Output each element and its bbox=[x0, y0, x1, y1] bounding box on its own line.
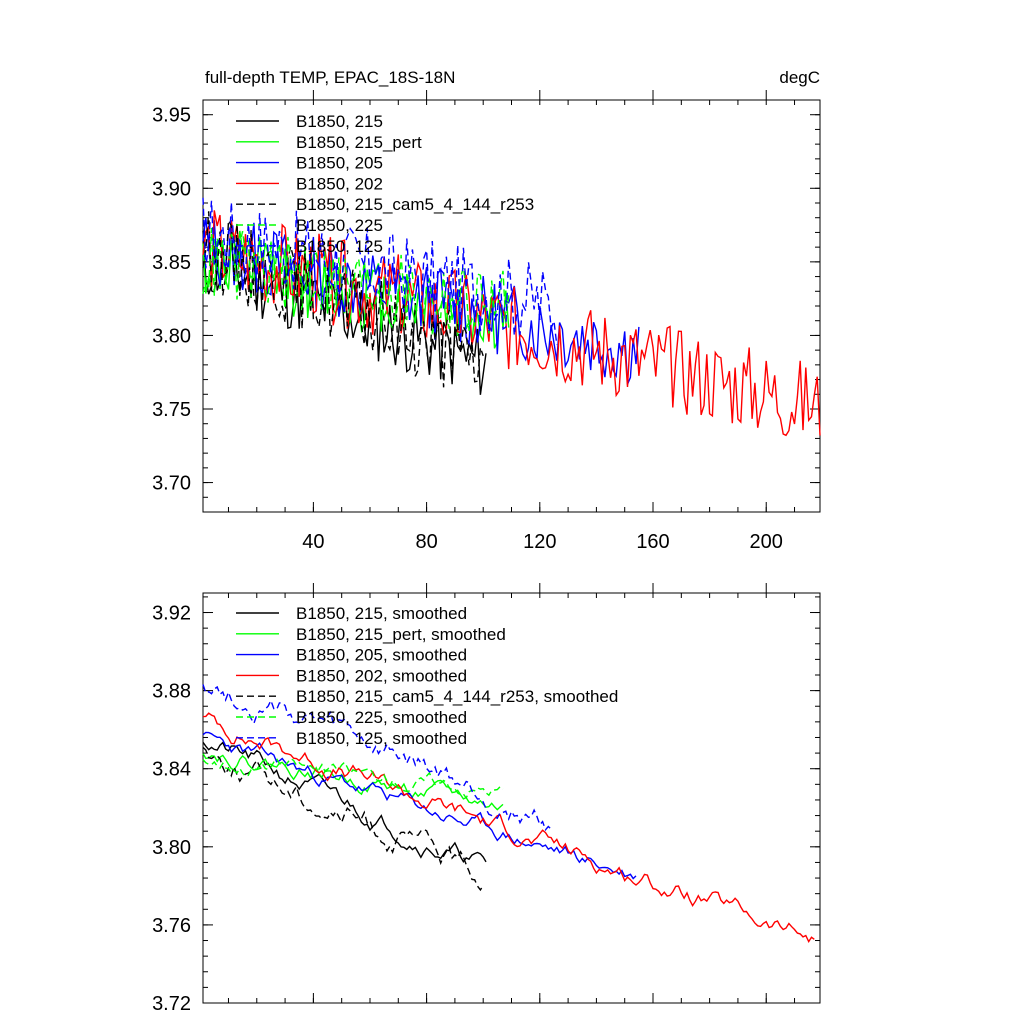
bottom-series-line-2 bbox=[202, 731, 637, 880]
bottom-series-line-4 bbox=[202, 746, 484, 892]
top-panel: full-depth TEMP, EPAC_18S-18N degC 3.703… bbox=[152, 68, 821, 553]
top-series-line-2 bbox=[202, 218, 640, 385]
bottom-panel: 3.72 3.76 3.80 3.84 3.88 3.92 B1850, 215, smo… bbox=[152, 583, 821, 1015]
bottom-legend-label: B1850, 125, smoothed bbox=[296, 729, 467, 748]
bottom-legend-label: B1850, 225, smoothed bbox=[296, 708, 467, 727]
top-legend-label: B1850, 215 bbox=[296, 112, 383, 131]
top-ytick-label: 3.90 bbox=[152, 178, 191, 200]
bottom-series-line-5 bbox=[202, 757, 504, 800]
top-series-line-5 bbox=[202, 227, 510, 334]
bottom-legend-label: B1850, 205, smoothed bbox=[296, 646, 467, 665]
top-chart-title: full-depth TEMP, EPAC_18S-18N bbox=[205, 68, 455, 87]
top-ytick-label: 3.75 bbox=[152, 399, 191, 421]
top-xtick-label: 200 bbox=[750, 531, 783, 553]
bottom-ytick-label: 3.92 bbox=[152, 603, 191, 625]
bottom-legend-label: B1850, 215, smoothed bbox=[296, 604, 467, 623]
top-series-line-4 bbox=[202, 211, 484, 388]
top-ytick-label: 3.85 bbox=[152, 252, 191, 274]
bottom-series-line-0 bbox=[202, 741, 487, 863]
top-legend-label: B1850, 125 bbox=[296, 237, 383, 256]
bottom-series-line-1 bbox=[202, 753, 504, 811]
top-xtick-label: 80 bbox=[415, 531, 437, 553]
top-chart-units: degC bbox=[779, 68, 820, 87]
bottom-legend-label: B1850, 215_cam5_4_144_r253, smoothed bbox=[296, 687, 618, 706]
bottom-legend-label: B1850, 215_pert, smoothed bbox=[296, 625, 506, 644]
top-xtick-label: 40 bbox=[302, 531, 324, 553]
bottom-ytick-label: 3.72 bbox=[152, 993, 191, 1015]
bottom-series-line-6 bbox=[202, 684, 552, 832]
bottom-legend: B1850, 215, smoothed B1850, 215_pert, smo… bbox=[236, 604, 618, 748]
top-xtick-label: 160 bbox=[636, 531, 669, 553]
bottom-legend-label: B1850, 202, smoothed bbox=[296, 666, 467, 685]
top-legend-label: B1850, 202 bbox=[296, 174, 383, 193]
top-ytick-label: 3.95 bbox=[152, 105, 191, 127]
bottom-series-line-3 bbox=[202, 712, 815, 944]
top-series-line-6 bbox=[202, 197, 558, 346]
top-legend-label: B1850, 215_pert bbox=[296, 133, 422, 152]
top-axes: 3.70 3.75 3.80 3.85 3.90 3.95 40 80 120 160 200 bbox=[152, 90, 820, 553]
top-ytick-label: 3.70 bbox=[152, 473, 191, 495]
bottom-axes: 3.72 3.76 3.80 3.84 3.88 3.92 bbox=[152, 583, 820, 1015]
bottom-ytick-label: 3.80 bbox=[152, 837, 191, 859]
top-xtick-label: 120 bbox=[523, 531, 556, 553]
top-series-group bbox=[202, 197, 821, 437]
top-legend-label: B1850, 215_cam5_4_144_r253 bbox=[296, 195, 534, 214]
bottom-series-group bbox=[202, 684, 815, 944]
top-legend-label: B1850, 225 bbox=[296, 216, 383, 235]
bottom-ytick-label: 3.76 bbox=[152, 915, 191, 937]
top-legend-label: B1850, 205 bbox=[296, 154, 383, 173]
bottom-ytick-label: 3.84 bbox=[152, 759, 191, 781]
bottom-ytick-label: 3.88 bbox=[152, 681, 191, 703]
top-ytick-label: 3.80 bbox=[152, 325, 191, 347]
